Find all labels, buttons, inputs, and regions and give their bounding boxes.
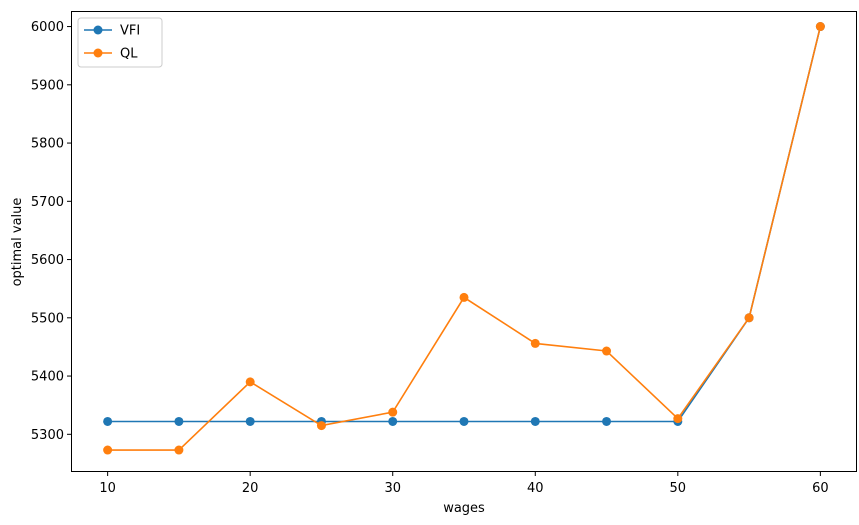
y-tick-label: 5500 xyxy=(31,311,64,326)
legend-marker-vfi xyxy=(93,25,103,35)
legend-label-vfi: VFI xyxy=(120,24,140,39)
data-point-vfi xyxy=(103,416,113,426)
plot-frame xyxy=(71,11,857,472)
x-tick-label: 20 xyxy=(242,481,259,496)
data-point-ql xyxy=(602,346,612,356)
data-point-vfi xyxy=(388,416,398,426)
y-tick-label: 6000 xyxy=(31,20,64,35)
y-axis-label: optimal value xyxy=(10,198,25,287)
x-tick-label: 40 xyxy=(527,481,544,496)
data-point-ql xyxy=(530,338,540,348)
x-tick-label: 60 xyxy=(812,481,829,496)
y-tick-label: 5600 xyxy=(31,253,64,268)
series-line-ql xyxy=(107,26,822,451)
data-point-vfi xyxy=(602,416,612,426)
series-ql xyxy=(103,22,825,455)
series-line-vfi xyxy=(107,26,822,423)
data-point-vfi xyxy=(459,416,469,426)
data-point-vfi xyxy=(174,416,184,426)
data-point-vfi xyxy=(245,416,255,426)
data-point-vfi xyxy=(530,416,540,426)
y-tick-label: 5400 xyxy=(31,370,64,385)
y-tick-label: 5300 xyxy=(31,428,64,443)
legend: VFI QL xyxy=(77,17,163,68)
data-point-ql xyxy=(245,377,255,387)
data-point-ql xyxy=(673,414,683,424)
data-point-ql xyxy=(459,292,469,302)
data-point-ql xyxy=(103,445,113,455)
plot-area xyxy=(103,22,825,455)
legend-marker-ql xyxy=(93,48,103,58)
series-vfi xyxy=(103,22,825,426)
data-point-ql xyxy=(316,421,326,431)
data-point-ql xyxy=(744,313,754,323)
legend-label-ql: QL xyxy=(120,47,138,62)
y-axis: 5300 5400 5500 5600 5700 5800 5900 6000 xyxy=(31,20,72,443)
x-axis-label: wages xyxy=(443,501,485,516)
x-tick-label: 10 xyxy=(99,481,116,496)
y-tick-label: 5900 xyxy=(31,78,64,93)
data-point-ql xyxy=(815,22,825,32)
x-tick-label: 50 xyxy=(670,481,687,496)
x-tick-label: 30 xyxy=(384,481,401,496)
data-point-ql xyxy=(174,445,184,455)
y-tick-label: 5700 xyxy=(31,195,64,210)
y-tick-label: 5800 xyxy=(31,137,64,152)
data-point-ql xyxy=(388,407,398,417)
x-axis: 10 20 30 40 50 60 xyxy=(99,471,829,496)
